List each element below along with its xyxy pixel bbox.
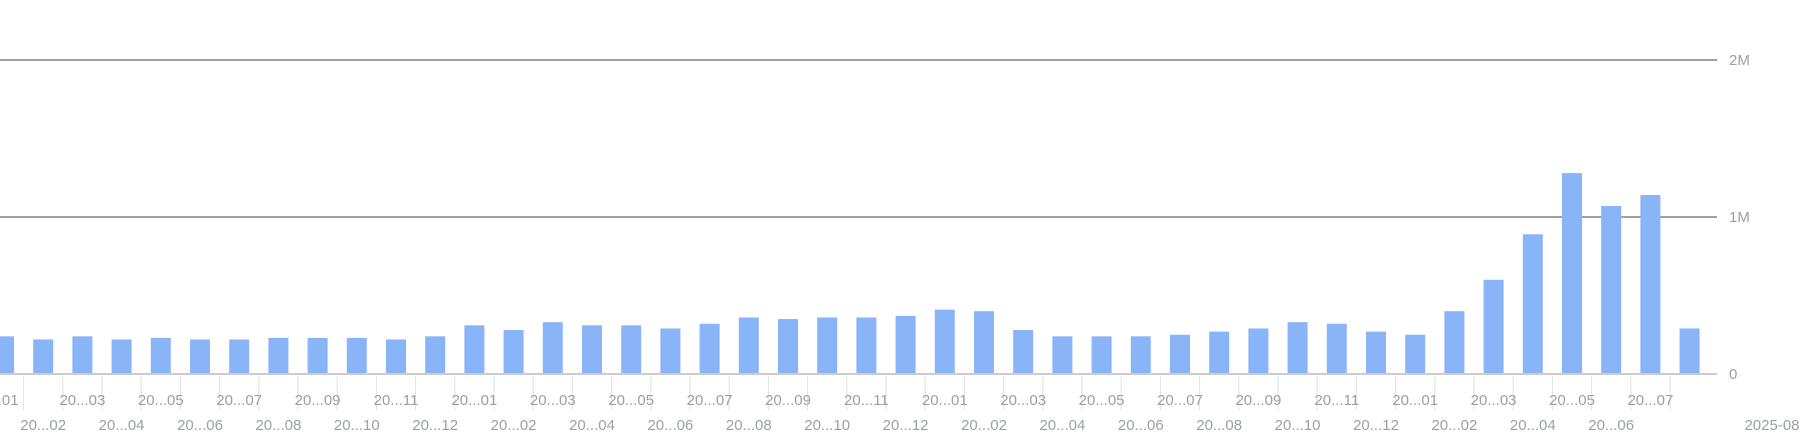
- x-tick-label: 20...01: [451, 392, 497, 409]
- x-tick-label: 20...09: [1235, 392, 1281, 409]
- x-tick-label: 20...11: [844, 392, 889, 409]
- bar: [1640, 195, 1661, 374]
- bar: [1052, 336, 1073, 374]
- bar: [542, 322, 563, 374]
- bar: [621, 325, 642, 374]
- x-tick-label: 20...09: [295, 392, 341, 409]
- y-tick-label: 1M: [1729, 209, 1750, 226]
- x-tick-label: 20...02: [961, 417, 1007, 434]
- bar: [346, 337, 367, 374]
- bar: [974, 311, 994, 374]
- bar: [268, 337, 289, 374]
- bar: [817, 317, 838, 374]
- x-tick-label: 20...07: [216, 392, 262, 409]
- x-tick-label: 20...02: [1431, 417, 1477, 434]
- y-axis: 0 1M 2M: [1729, 52, 1750, 383]
- bar: [699, 323, 720, 374]
- x-tick-label: 20...04: [569, 417, 615, 434]
- x-tick-label: 20...05: [1549, 392, 1595, 409]
- bar: [229, 339, 250, 374]
- bar: [738, 317, 759, 374]
- x-tick-label: 20...04: [1510, 417, 1556, 434]
- x-tick-label: 20...05: [608, 392, 654, 409]
- bar: [660, 328, 681, 374]
- y-tick-label: 2M: [1729, 52, 1750, 69]
- x-tick-label: 20...08: [1196, 417, 1242, 434]
- bar: [1444, 311, 1465, 374]
- x-tick-label: 20...08: [255, 417, 301, 434]
- bar: [1170, 334, 1190, 374]
- bar: [425, 336, 446, 374]
- x-tick-label: 20...04: [1039, 417, 1085, 434]
- x-tick-label: 20...09: [765, 392, 811, 409]
- x-tick-label: 20...07: [1627, 392, 1673, 409]
- bar: [1679, 328, 1700, 374]
- bar: [778, 319, 798, 374]
- bar: [190, 339, 210, 374]
- x-tick-label: ...01: [0, 392, 19, 409]
- bar: [1091, 336, 1112, 374]
- x-tick-label: 20...10: [334, 417, 380, 434]
- x-tick-label: 20...01: [1392, 392, 1438, 409]
- x-tick-label: 20...02: [20, 417, 66, 434]
- x-tick-label: 20...06: [647, 417, 693, 434]
- bar: [1601, 206, 1622, 374]
- bar: [464, 325, 485, 374]
- bar: [1130, 336, 1151, 374]
- bar: [72, 336, 93, 374]
- bar: [111, 339, 132, 374]
- x-tick-label: 20...02: [491, 417, 537, 434]
- gridlines: [0, 59, 1717, 218]
- x-tick-label: 20...01: [922, 392, 968, 409]
- bar: [1522, 234, 1543, 374]
- bar: [150, 337, 171, 374]
- x-tick-label: 20...06: [1118, 417, 1164, 434]
- x-tick-label: 20...03: [530, 392, 576, 409]
- bar: [1248, 328, 1269, 374]
- bar: [934, 309, 955, 374]
- bar: [895, 315, 916, 374]
- bar: [856, 317, 877, 374]
- x-tick-label: 20...12: [883, 417, 929, 434]
- bar: [582, 325, 602, 374]
- y-tick-label: 0: [1729, 366, 1737, 383]
- bar: [1366, 331, 1386, 374]
- x-tick-label: 20...07: [687, 392, 733, 409]
- x-tick-label: 20...08: [726, 417, 772, 434]
- x-tick-label: 20...12: [412, 417, 458, 434]
- bar: [1562, 173, 1582, 374]
- bar: [33, 339, 54, 374]
- bar: [1287, 322, 1308, 374]
- x-tick-label: 20...10: [1275, 417, 1321, 434]
- bar: [1483, 279, 1504, 374]
- x-tick-label: 20...11: [374, 392, 419, 409]
- bar: [1405, 334, 1426, 374]
- x-tick-label: 20...12: [1353, 417, 1399, 434]
- x-tick-label: 20...06: [1588, 417, 1634, 434]
- x-tick-label: 20...04: [99, 417, 145, 434]
- bar: [307, 337, 328, 374]
- bars: [0, 173, 1700, 374]
- x-tick-label: 20...06: [177, 417, 223, 434]
- bar: [503, 330, 524, 374]
- x-tick-label: 20...05: [138, 392, 184, 409]
- x-tick-label: 20...03: [1471, 392, 1517, 409]
- x-tick-label: 20...10: [804, 417, 850, 434]
- bar: [1013, 330, 1034, 374]
- x-tick-label: 20...03: [1000, 392, 1046, 409]
- x-axis: ...0120...0220...0320...0420...0520...06…: [0, 373, 1800, 434]
- x-tick-label: 20...07: [1157, 392, 1203, 409]
- bar: [386, 339, 406, 374]
- x-tick-label: 2025-08: [1744, 417, 1799, 434]
- x-tick-label: 20...11: [1314, 392, 1359, 409]
- bar: [1326, 323, 1347, 374]
- x-tick-label: 20...05: [1079, 392, 1125, 409]
- bar: [0, 336, 14, 374]
- x-tick-label: 20...03: [59, 392, 105, 409]
- bar: [1209, 331, 1230, 374]
